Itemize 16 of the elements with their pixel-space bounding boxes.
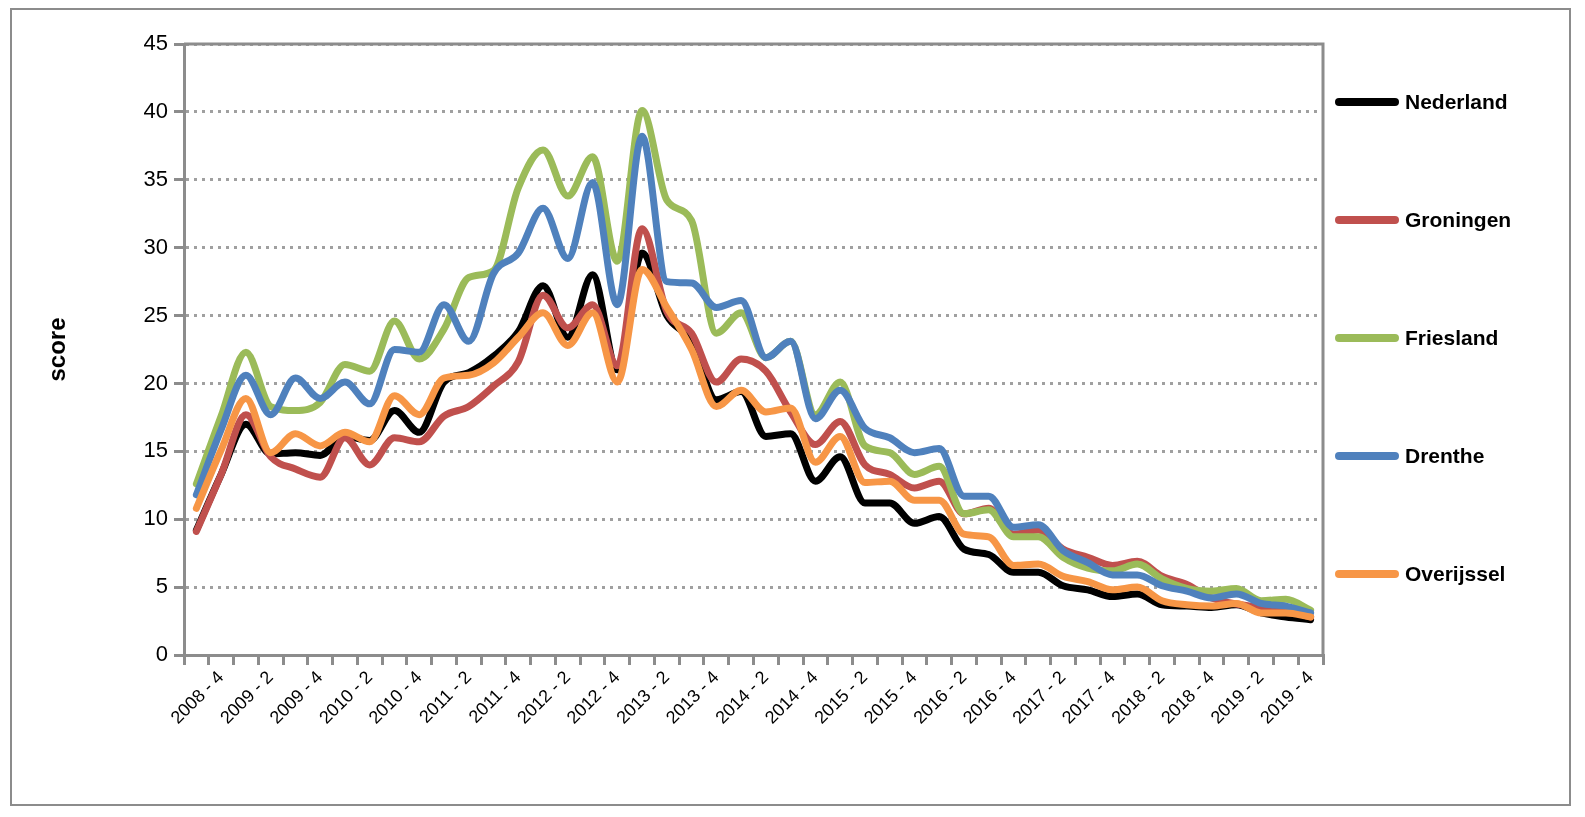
y-tick-label: 25 [143,301,168,327]
y-tick-label: 40 [143,97,168,123]
y-tick-label: 0 [155,641,168,667]
y-tick-label: 10 [143,505,168,531]
y-tick-label: 15 [143,437,168,463]
legend-label: Friesland [1405,326,1499,350]
y-tick-label: 45 [143,30,168,56]
y-tick-label: 35 [143,165,168,191]
y-tick-label: 30 [143,233,168,259]
y-tick-label: 5 [155,573,168,599]
legend-label: Overijssel [1405,562,1506,586]
y-axis-title: score [43,317,71,382]
legend-label: Nederland [1405,90,1508,114]
legend-label: Drenthe [1405,444,1485,468]
legend-label: Groningen [1405,208,1512,232]
y-tick-label: 20 [143,369,168,395]
